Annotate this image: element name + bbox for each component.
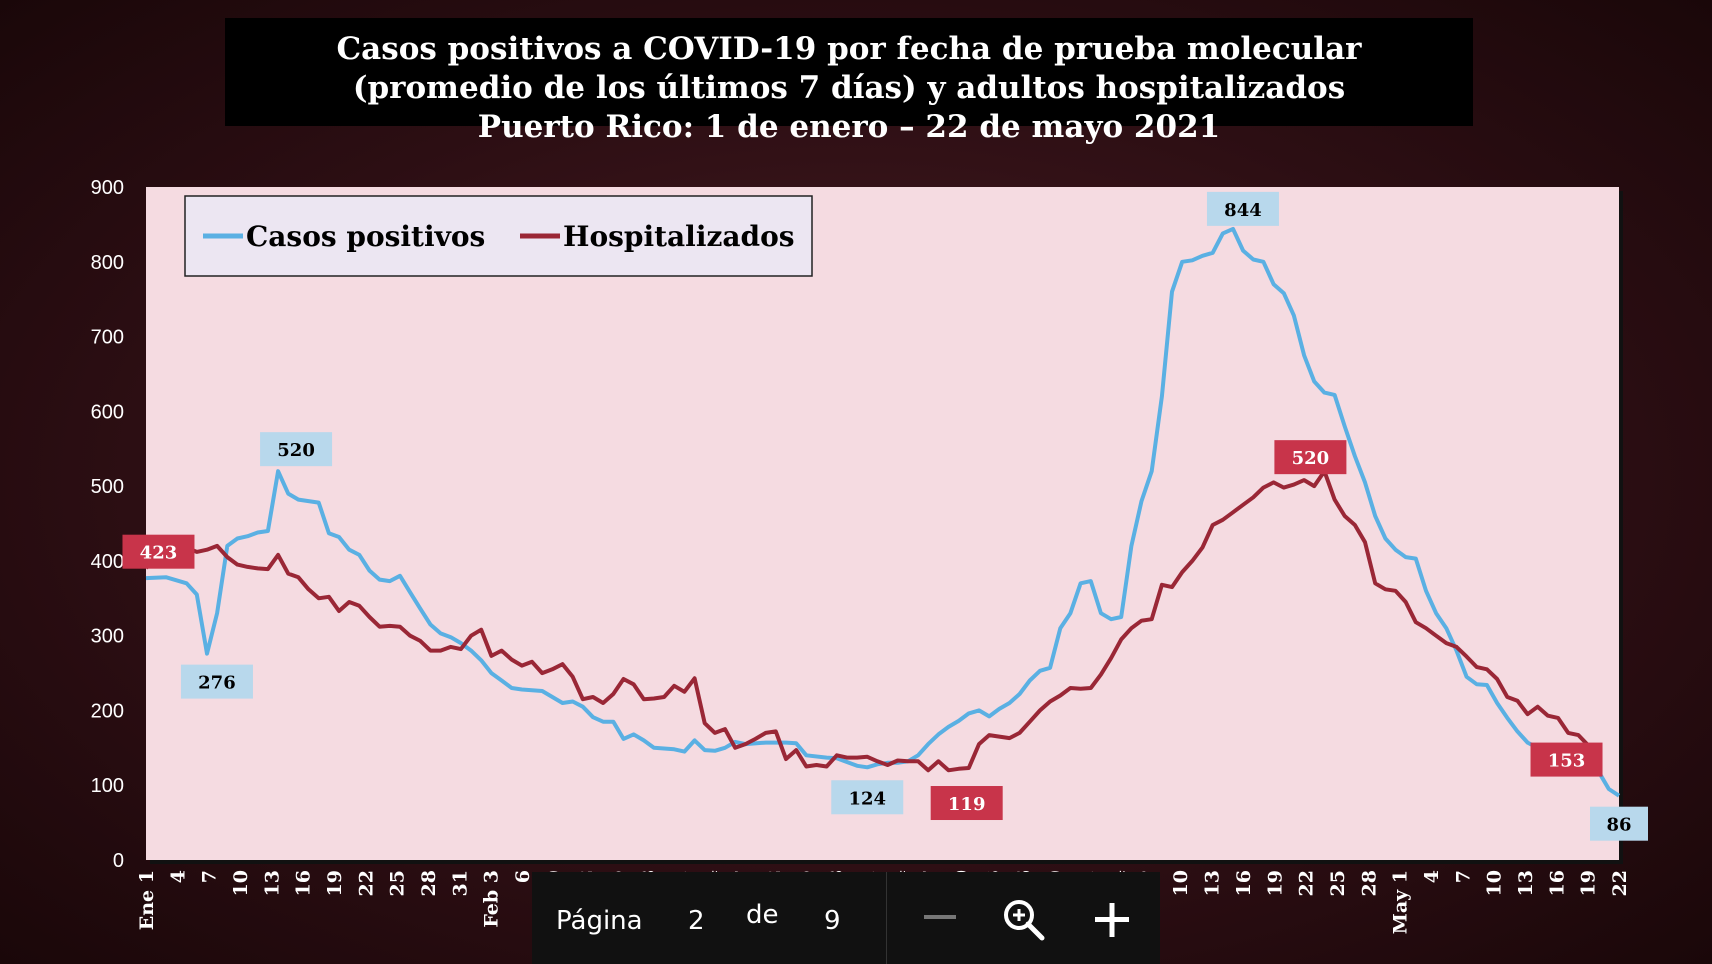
data-label-box bbox=[1590, 806, 1648, 841]
x-tick-label: 19 bbox=[1578, 870, 1600, 896]
data-label-box bbox=[831, 780, 904, 815]
data-label-text: 276 bbox=[198, 673, 236, 694]
x-tick-label: 7 bbox=[199, 870, 221, 883]
y-tick-label: 700 bbox=[91, 327, 124, 349]
case-data-label: 520 bbox=[260, 432, 333, 467]
y-tick-label: 100 bbox=[91, 775, 124, 797]
title-line-3: Puerto Rico: 1 de enero – 22 de mayo 202… bbox=[477, 109, 1221, 145]
zoom-out-icon[interactable] bbox=[920, 902, 960, 932]
x-tick-label: 28 bbox=[1358, 870, 1380, 896]
page-navigation-bar: Página 2 de 9 bbox=[532, 872, 1160, 964]
x-tick-label: 28 bbox=[418, 870, 440, 896]
plot-area bbox=[146, 187, 1619, 860]
x-tick-label: 31 bbox=[449, 870, 471, 896]
title-line-1: Casos positivos a COVID-19 por fecha de … bbox=[336, 31, 1362, 67]
x-tick-label: 4 bbox=[1421, 870, 1443, 883]
x-tick-label: 19 bbox=[324, 870, 346, 896]
y-tick-label: 600 bbox=[91, 401, 124, 423]
y-tick-label: 300 bbox=[91, 626, 124, 648]
hosp-data-label: 520 bbox=[1274, 440, 1347, 475]
y-tick-label: 800 bbox=[91, 252, 124, 274]
x-tick-label: 10 bbox=[1484, 870, 1506, 896]
x-tick-label: 13 bbox=[261, 870, 283, 896]
legend-box bbox=[184, 195, 813, 277]
chart-title: Casos positivos a COVID-19 por fecha de … bbox=[225, 18, 1473, 145]
data-label-box bbox=[180, 664, 253, 699]
page-current[interactable]: 2 bbox=[688, 906, 705, 936]
pager-divider bbox=[886, 872, 887, 964]
x-tick-label: Feb 3 bbox=[481, 870, 503, 928]
case-data-label: 86 bbox=[1590, 806, 1648, 841]
data-label-text: 86 bbox=[1606, 815, 1631, 836]
y-tick-label: 400 bbox=[91, 551, 124, 573]
zoom-in-icon[interactable] bbox=[1092, 900, 1132, 940]
y-tick-label: 0 bbox=[113, 850, 124, 872]
x-tick-label: 19 bbox=[1264, 870, 1286, 896]
data-label-text: 520 bbox=[277, 440, 315, 461]
x-tick-label: 22 bbox=[1609, 870, 1631, 896]
case-data-label: 276 bbox=[180, 664, 253, 699]
data-label-box bbox=[1530, 742, 1603, 777]
x-tick-label: 22 bbox=[355, 870, 377, 896]
x-tick-label: 13 bbox=[1202, 870, 1224, 896]
x-tick-label: 6 bbox=[512, 870, 534, 883]
data-label-box bbox=[122, 534, 195, 569]
x-tick-label: Ene 1 bbox=[136, 870, 158, 930]
page-total: 9 bbox=[824, 906, 841, 936]
y-tick-label: 500 bbox=[91, 476, 124, 498]
data-label-text: 153 bbox=[1548, 751, 1586, 772]
data-label-box bbox=[1206, 191, 1279, 226]
hosp-data-label: 423 bbox=[122, 534, 195, 569]
case-data-label: 844 bbox=[1206, 191, 1279, 226]
legend-label-hospitalizados: Hospitalizados bbox=[563, 220, 795, 253]
data-label-text: 520 bbox=[1292, 448, 1330, 469]
y-tick-label: 200 bbox=[91, 700, 124, 722]
x-tick-label: 10 bbox=[1170, 870, 1192, 896]
x-tick-label: 7 bbox=[1452, 870, 1474, 883]
title-line-2: (promedio de los últimos 7 días) y adult… bbox=[352, 70, 1346, 106]
x-tick-label: May 1 bbox=[1390, 870, 1412, 934]
data-label-box bbox=[1274, 440, 1347, 475]
data-label-text: 844 bbox=[1224, 200, 1262, 221]
series-line-casos bbox=[145, 226, 1621, 798]
x-tick-label: 25 bbox=[387, 870, 409, 896]
hosp-data-label: 153 bbox=[1530, 742, 1603, 777]
series-line-hospitalizados bbox=[144, 469, 1590, 773]
data-label-text: 124 bbox=[848, 788, 886, 809]
x-tick-label: 10 bbox=[230, 870, 252, 896]
x-tick-label: 16 bbox=[293, 870, 315, 896]
of-label: de bbox=[746, 900, 779, 930]
x-tick-label: 13 bbox=[1515, 870, 1537, 896]
x-tick-label: 4 bbox=[167, 870, 189, 883]
legend: Casos positivos Hospitalizados bbox=[184, 195, 813, 277]
zoom-icon[interactable] bbox=[1002, 898, 1046, 942]
x-tick-label: 25 bbox=[1327, 870, 1349, 896]
legend-label-casos: Casos positivos bbox=[246, 220, 485, 253]
page-label: Página bbox=[556, 906, 643, 936]
y-tick-label: 900 bbox=[91, 177, 124, 199]
case-data-label: 124 bbox=[831, 780, 904, 815]
x-tick-label: 16 bbox=[1233, 870, 1255, 896]
x-tick-label: 22 bbox=[1296, 870, 1318, 896]
x-tick-label: 16 bbox=[1546, 870, 1568, 896]
data-label-box bbox=[930, 786, 1003, 821]
data-label-text: 423 bbox=[140, 543, 178, 564]
data-label-text: 119 bbox=[948, 794, 986, 815]
hosp-data-label: 119 bbox=[930, 786, 1003, 821]
data-label-box bbox=[260, 432, 333, 467]
